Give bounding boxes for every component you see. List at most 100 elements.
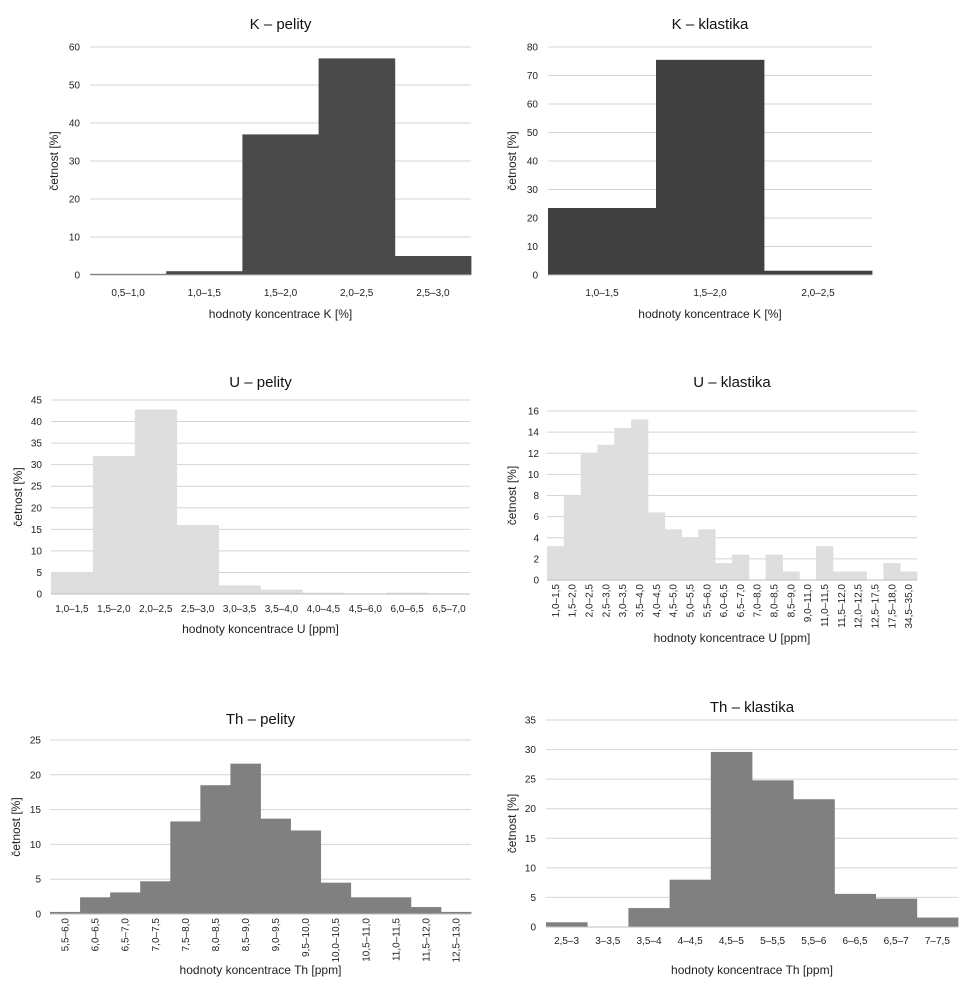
x-tick-label: 4,5–6,0 [349, 604, 383, 615]
x-tick-label: 1,0–1,5 [585, 288, 619, 299]
bar [669, 879, 712, 927]
y-tick-label: 5 [36, 568, 42, 579]
y-tick-label: 4 [533, 533, 539, 544]
chart-title: U – klastika [693, 374, 771, 391]
x-axis-label: hodnoty koncentrace U [ppm] [654, 631, 811, 645]
chart-5: 0 5 10 15 20 25 5,5–6,0 6,0–6,5 6,5–7,0 7,0–7,5 7,… [9, 711, 472, 977]
x-tick-label: 5,5–6,0 [61, 918, 72, 952]
x-tick-label: 3,5–4,0 [265, 604, 299, 615]
chart-title: Th – klastika [710, 699, 795, 716]
x-tick-label: 4,0–4,5 [652, 584, 663, 618]
y-tick-label: 40 [69, 119, 81, 130]
chart-title: K – pelity [250, 16, 312, 33]
bar [546, 922, 588, 927]
bar [410, 907, 442, 914]
y-tick-label: 30 [69, 157, 81, 168]
x-tick-label: 1,0–1,5 [188, 288, 222, 299]
y-tick-label: 0 [36, 590, 42, 601]
x-axis-label: hodnoty koncentrace Th [ppm] [180, 963, 342, 977]
bar [834, 893, 876, 927]
x-tick-label: 34,5–35,0 [904, 584, 915, 629]
x-tick-label: 2,5–3,0 [416, 288, 450, 299]
y-axis-label: četnost [%] [505, 466, 519, 525]
bar [793, 799, 835, 927]
chart-4: 0 2 4 6 8 10 12 14 16 1,0–1,5 1,5–2,0 2,0–2,5 2,5–3,… [505, 374, 918, 645]
x-tick-label: 4–4,5 [678, 936, 703, 947]
x-tick-label: 1,0–1,5 [551, 584, 562, 618]
y-tick-label: 60 [527, 100, 539, 111]
y-tick-label: 20 [525, 804, 537, 815]
x-tick-label: 5,5–6 [801, 936, 826, 947]
y-tick-label: 15 [525, 834, 537, 845]
x-axis-label: hodnoty koncentrace U [ppm] [182, 622, 339, 636]
x-tick-label: 12,5–17,5 [870, 584, 881, 629]
x-tick-label: 2,0–2,5 [340, 288, 374, 299]
bar [80, 897, 111, 914]
bar [170, 821, 201, 914]
y-tick-label: 12 [528, 449, 540, 460]
y-tick-label: 40 [527, 157, 539, 168]
x-tick-label: 11,0–11,5 [391, 918, 402, 961]
y-tick-label: 25 [31, 482, 43, 493]
x-tick-label: 1,5–2,0 [97, 604, 131, 615]
bar [242, 134, 319, 275]
x-tick-label: 3,5–4 [636, 936, 661, 947]
chart-6: 0 5 10 15 20 25 30 35 2,5–3 3–3,5 3,5–4 4–4,5 4,5–5 5… [505, 699, 959, 977]
bar [140, 881, 171, 914]
x-tick-label: 9,0–9,5 [271, 918, 282, 952]
x-tick-label: 5–5,5 [760, 936, 785, 947]
y-tick-label: 25 [525, 775, 537, 786]
y-tick-label: 70 [527, 71, 539, 82]
bar [51, 572, 94, 594]
x-tick-label: 8,5–9,0 [786, 584, 797, 618]
bar [614, 427, 632, 580]
y-tick-label: 50 [69, 81, 81, 92]
chart-title: Th – pelity [226, 711, 296, 728]
x-tick-label: 2,5–3 [554, 936, 579, 947]
y-tick-label: 0 [533, 576, 539, 587]
y-tick-label: 10 [525, 863, 537, 874]
bar [380, 897, 412, 914]
x-tick-label: 8,0–8,5 [211, 918, 222, 952]
bar [710, 751, 753, 927]
x-axis-label: hodnoty koncentrace K [%] [638, 307, 781, 321]
bar [394, 256, 472, 275]
x-tick-label: 2,0–2,5 [139, 604, 173, 615]
y-tick-label: 0 [74, 271, 80, 282]
y-tick-label: 50 [527, 128, 539, 139]
bar [318, 58, 396, 276]
y-tick-label: 14 [528, 428, 540, 439]
x-tick-label: 17,5–18,0 [887, 584, 898, 629]
x-tick-label: 10,0–10,5 [331, 918, 342, 963]
y-tick-label: 20 [31, 503, 43, 514]
y-axis-label: četnost [%] [505, 794, 519, 853]
y-tick-label: 20 [30, 770, 42, 781]
bar [166, 271, 243, 275]
bar [681, 537, 699, 580]
x-tick-label: 6,0–6,5 [390, 604, 424, 615]
x-tick-label: 2,0–2,5 [585, 584, 596, 618]
bar [647, 512, 666, 580]
y-axis-label: četnost [%] [9, 797, 23, 856]
bar [230, 763, 261, 914]
x-tick-label: 2,5–3,0 [181, 604, 215, 615]
x-tick-label: 11,0–11,5 [820, 584, 831, 627]
y-tick-label: 10 [30, 840, 42, 851]
y-tick-label: 80 [527, 43, 539, 54]
bar [765, 554, 783, 580]
x-tick-label: 7,5–8,0 [181, 918, 192, 952]
x-tick-label: 6,5–7 [884, 936, 909, 947]
x-tick-label: 11,5–12,0 [421, 918, 432, 962]
x-tick-label: 4,5–5,0 [669, 584, 680, 618]
y-tick-label: 10 [528, 470, 540, 481]
y-tick-label: 20 [527, 214, 539, 225]
bar [440, 911, 472, 914]
x-tick-label: 11,5–12,0 [837, 584, 848, 628]
y-tick-label: 30 [31, 460, 43, 471]
x-tick-label: 7,0–8,0 [753, 584, 764, 618]
y-tick-label: 16 [528, 407, 540, 418]
x-tick-label: 6,5–7,0 [432, 604, 466, 615]
bar [90, 273, 167, 275]
bar [320, 882, 352, 914]
